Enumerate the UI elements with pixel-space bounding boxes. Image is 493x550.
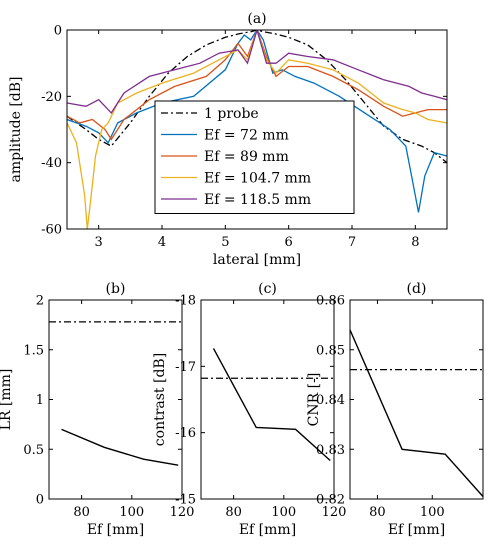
axes-box bbox=[349, 299, 484, 500]
x-axis-label: lateral [mm] bbox=[213, 252, 301, 268]
x-tick-label: 3 bbox=[95, 235, 103, 250]
x-tick-label: 8 bbox=[411, 235, 419, 250]
axes-box bbox=[200, 299, 335, 500]
y-tick-label: 0 bbox=[36, 493, 44, 508]
x-tick-label: 100 bbox=[119, 505, 144, 520]
y-tick-label: -16 bbox=[175, 426, 196, 441]
y-tick-label: -15 bbox=[175, 493, 196, 508]
y-tick-label: 0.84 bbox=[316, 393, 345, 408]
y-tick-label: 1 bbox=[36, 393, 44, 408]
x-tick-label: 80 bbox=[225, 505, 242, 520]
series-line bbox=[212, 348, 331, 462]
panel-c: 80 100 120 -18 -17 -16 -15 (c) Ef [mm] contrast [… bbox=[152, 281, 346, 538]
y-axis-label: amplitude [dB] bbox=[8, 76, 24, 182]
legend-entry: Ef = 104.7 mm bbox=[204, 171, 311, 187]
y-tick-label: 0 bbox=[54, 24, 62, 39]
y-tick-label: -40 bbox=[41, 156, 62, 171]
series-group bbox=[67, 30, 447, 229]
x-tick-label: 5 bbox=[221, 235, 229, 250]
y-tick-label: 0.85 bbox=[316, 343, 345, 358]
panel-title: (a) bbox=[247, 11, 266, 27]
panel-a: 3 4 5 6 7 8 0 -20 -40 -60 (a) lateral [mm] amplitude… bbox=[8, 11, 448, 268]
legend-box bbox=[154, 100, 355, 214]
y-tick-label: -17 bbox=[175, 360, 196, 375]
y-tick-label: 1.5 bbox=[23, 343, 44, 358]
x-tick-label: 6 bbox=[285, 235, 293, 250]
y-tick-label: 0.5 bbox=[23, 443, 44, 458]
legend: 1 probe Ef = 72 mm Ef = 89 mm Ef = 104.7 mm… bbox=[154, 100, 355, 214]
x-axis-label: Ef [mm] bbox=[239, 522, 296, 538]
panel-b: 80 100 120 0 0.5 1 1.5 2 (b) Ef [mm] LR [mm] bbox=[0, 281, 194, 538]
y-tick-label: 2 bbox=[36, 294, 44, 309]
panel-d: 80 100 0.82 0.83 0.84 0.85 0.86 (d) Ef [mm] CNR [… bbox=[306, 281, 484, 538]
x-tick-label: 4 bbox=[158, 235, 166, 250]
x-tick-label: 120 bbox=[170, 505, 195, 520]
x-tick-label: 120 bbox=[322, 505, 347, 520]
x-tick-label: 7 bbox=[348, 235, 356, 250]
panel-title: (b) bbox=[106, 281, 126, 297]
legend-entry: 1 probe bbox=[204, 106, 259, 122]
panel-title: (d) bbox=[407, 281, 427, 297]
y-tick-label: 0.82 bbox=[316, 493, 345, 508]
x-tick-label: 80 bbox=[73, 505, 90, 520]
x-tick-label: 100 bbox=[420, 505, 445, 520]
x-axis-label: Ef [mm] bbox=[388, 522, 445, 538]
series-line bbox=[67, 30, 447, 164]
y-tick-label: 0.83 bbox=[316, 443, 345, 458]
x-tick-label: 80 bbox=[369, 505, 386, 520]
axes-box bbox=[66, 29, 448, 230]
y-axis-label: LR [mm] bbox=[0, 369, 14, 431]
y-axis-label: contrast [dB] bbox=[152, 353, 168, 446]
panel-title: (c) bbox=[258, 281, 277, 297]
series-line bbox=[67, 30, 447, 114]
series-line bbox=[61, 428, 179, 466]
x-tick-label: 100 bbox=[271, 505, 296, 520]
series-line bbox=[349, 329, 484, 497]
y-tick-label: 0.86 bbox=[316, 294, 345, 309]
y-tick-label: -20 bbox=[41, 90, 62, 105]
y-tick-label: -60 bbox=[41, 223, 62, 238]
legend-entry: Ef = 72 mm bbox=[204, 128, 289, 144]
y-tick-label: -18 bbox=[175, 294, 196, 309]
x-axis-label: Ef [mm] bbox=[87, 522, 144, 538]
y-axis-label: CNR [-] bbox=[306, 373, 322, 427]
legend-entry: Ef = 89 mm bbox=[204, 149, 289, 165]
legend-entry: Ef = 118.5 mm bbox=[204, 192, 311, 208]
